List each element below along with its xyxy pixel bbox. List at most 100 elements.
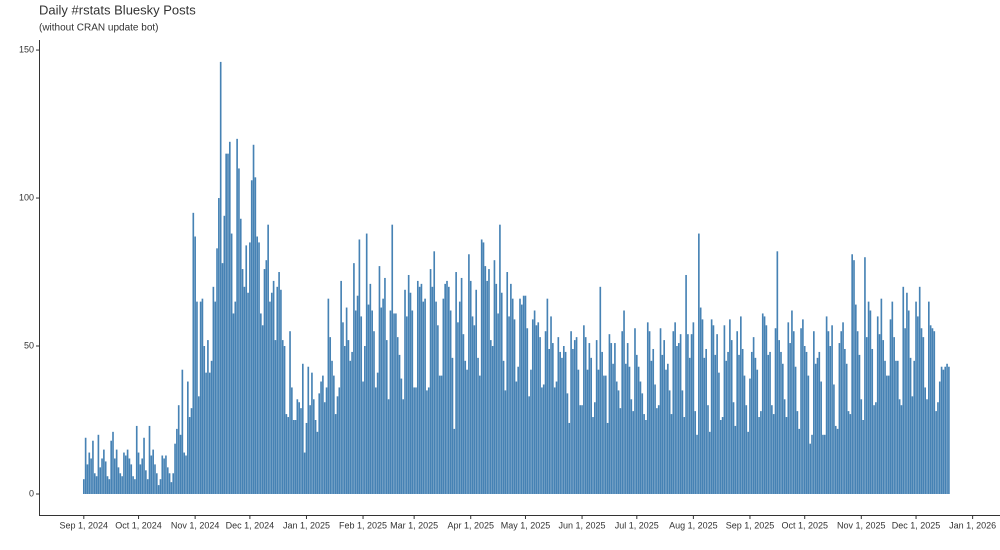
bar (599, 286, 602, 494)
bar (261, 325, 264, 494)
bar (781, 363, 784, 494)
bar (489, 340, 492, 494)
bar (542, 384, 545, 494)
bar (265, 260, 268, 494)
bar (924, 387, 926, 494)
bar (376, 372, 379, 494)
bar (135, 425, 138, 494)
bar (701, 319, 704, 494)
bar (185, 455, 187, 494)
bar (623, 310, 625, 494)
bar (696, 434, 698, 494)
bar (311, 372, 313, 494)
bar (920, 328, 923, 494)
bar (300, 408, 302, 494)
bar (385, 340, 388, 494)
bar (573, 340, 576, 494)
bar (590, 357, 592, 494)
bar (796, 411, 799, 494)
bar (729, 319, 731, 494)
bar (646, 322, 649, 494)
bar (137, 452, 140, 494)
bar (123, 452, 125, 494)
bar (634, 328, 636, 494)
bar (243, 286, 246, 494)
bar (292, 420, 295, 494)
bar (727, 351, 729, 494)
bar (756, 369, 759, 494)
bar (594, 402, 596, 494)
bar (354, 310, 357, 494)
bar (320, 381, 322, 494)
bar (176, 428, 178, 494)
bar (539, 337, 541, 494)
bar (938, 381, 941, 494)
bar (926, 399, 928, 494)
bar (208, 372, 211, 494)
bar (844, 348, 846, 494)
bar (272, 280, 275, 494)
bar (614, 343, 616, 494)
bar (707, 405, 709, 494)
bar (90, 458, 92, 494)
bar (889, 319, 892, 494)
bar (595, 340, 598, 494)
bar (168, 473, 171, 494)
bar (301, 363, 304, 494)
bar (263, 269, 266, 494)
bar (146, 479, 149, 494)
bar (274, 340, 277, 494)
bar (345, 307, 348, 494)
bar (398, 354, 401, 494)
bar (384, 277, 386, 494)
bar (278, 272, 280, 494)
bar (150, 455, 153, 494)
bar (597, 369, 600, 494)
bar (572, 348, 574, 494)
bar (130, 464, 133, 494)
chart-subtitle: (without CRAN update bot) (39, 23, 159, 34)
bar (448, 286, 450, 494)
bar (216, 248, 218, 494)
x-tick-label: Mar 1, 2025 (390, 520, 438, 530)
bar (214, 301, 217, 494)
bar (917, 316, 919, 494)
bar (236, 138, 238, 494)
bar (367, 304, 370, 494)
bar (612, 363, 614, 494)
bar (93, 473, 96, 494)
bar (566, 393, 569, 494)
bar (86, 464, 89, 494)
bar (570, 331, 572, 494)
bar (431, 286, 434, 494)
bar (356, 295, 359, 494)
bar (232, 313, 235, 494)
bar (840, 331, 843, 494)
bar (343, 346, 346, 494)
bar (904, 328, 906, 494)
bar (201, 298, 204, 494)
bar (294, 420, 297, 494)
bar (862, 420, 864, 494)
bar (579, 405, 582, 494)
bar (491, 346, 494, 494)
bar (519, 298, 521, 494)
bar (338, 387, 341, 494)
bar (416, 280, 419, 494)
bar (351, 351, 353, 494)
bar (741, 348, 744, 494)
bar (818, 351, 821, 494)
bar (484, 266, 487, 494)
bar (415, 387, 417, 494)
bar (141, 458, 144, 494)
bar (124, 455, 127, 494)
bar (479, 375, 481, 494)
bar (239, 218, 242, 494)
bar (632, 411, 634, 494)
bar (577, 369, 580, 494)
bar (250, 180, 253, 494)
bar (165, 455, 167, 494)
bar (825, 316, 828, 494)
bar (659, 328, 662, 494)
bar (121, 476, 123, 494)
